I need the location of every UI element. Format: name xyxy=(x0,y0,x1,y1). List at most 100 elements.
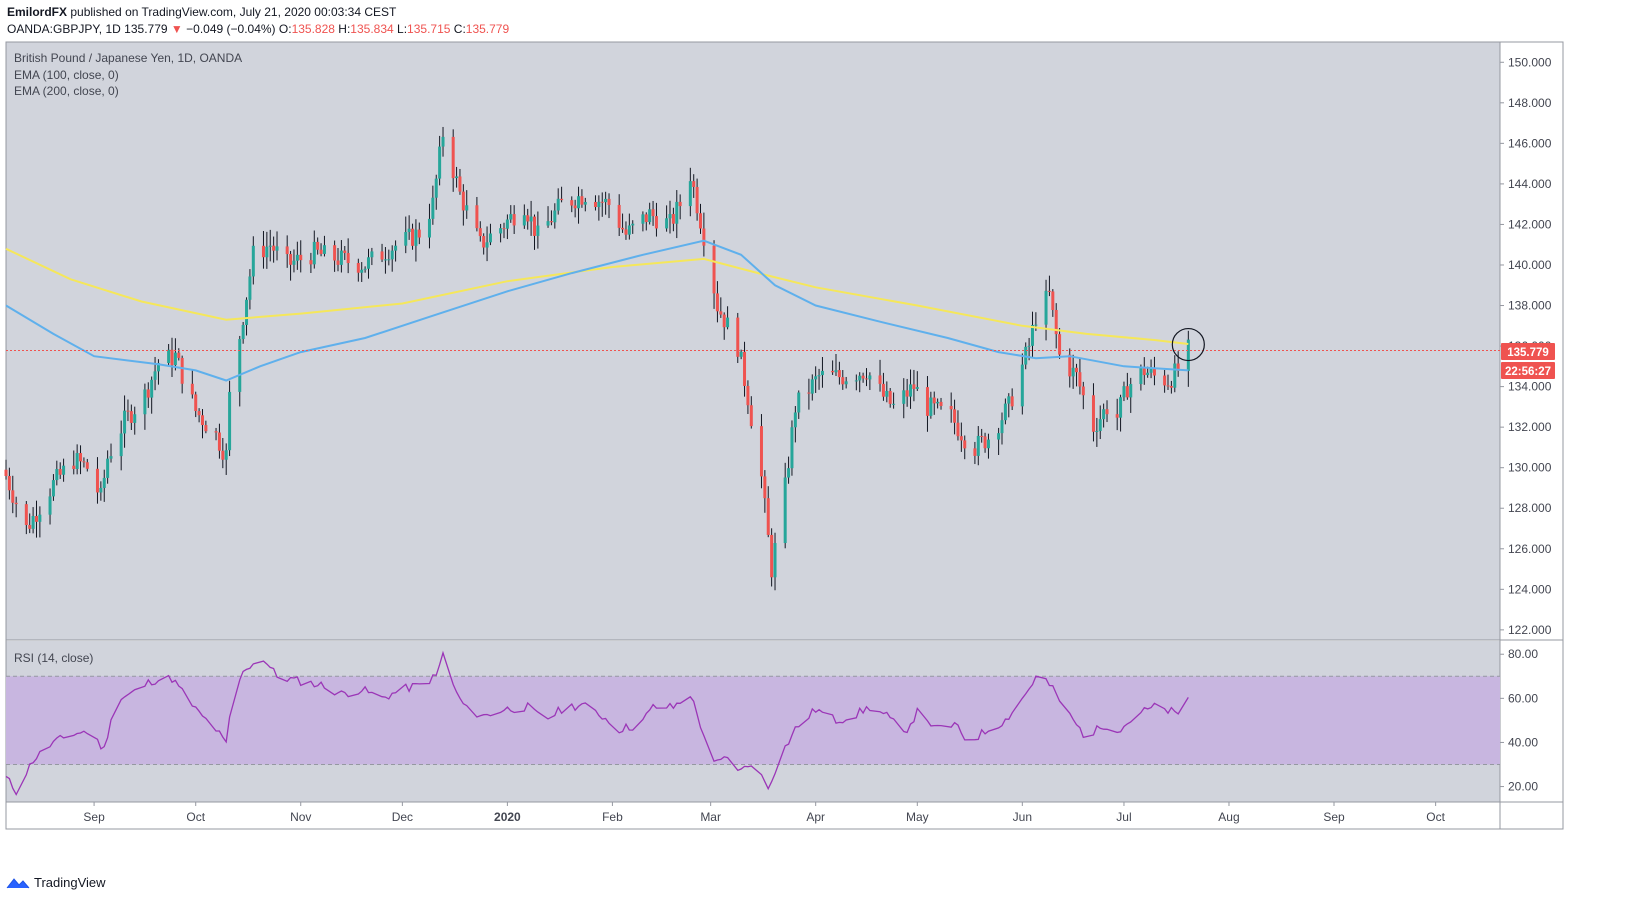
change-down-icon: ▼ xyxy=(170,22,183,36)
candle-body xyxy=(1173,363,1177,388)
candle-body xyxy=(810,379,814,394)
time-tick-label: 2020 xyxy=(494,810,521,824)
candle-body xyxy=(583,201,587,205)
candle-body xyxy=(360,269,364,273)
rsi-band xyxy=(6,676,1500,765)
candle-body xyxy=(1047,290,1051,292)
candle-body xyxy=(1152,368,1156,376)
chart-title[interactable]: British Pound / Japanese Yen, 1D, OANDA xyxy=(14,51,242,65)
candle-body xyxy=(980,435,984,437)
candle-body xyxy=(485,242,489,248)
candle-body xyxy=(156,362,160,372)
close-value: 135.779 xyxy=(465,22,510,36)
candle-body xyxy=(366,257,370,269)
candle-body xyxy=(675,201,679,224)
candle-body xyxy=(455,176,459,179)
candle-body xyxy=(482,236,486,248)
candle-body xyxy=(475,205,479,229)
candle-body xyxy=(126,410,130,412)
open-value: 135.828 xyxy=(291,22,335,36)
candle-body xyxy=(712,245,716,294)
candle-body xyxy=(34,516,38,522)
candle-body xyxy=(1125,386,1129,398)
candle-body xyxy=(14,502,18,505)
open-label: O: xyxy=(278,22,292,36)
candle-body xyxy=(228,391,232,451)
time-tick-label: Aug xyxy=(1218,810,1239,824)
candle-body xyxy=(770,534,774,578)
candle-body xyxy=(1091,395,1095,432)
candle-body xyxy=(79,453,83,462)
candle-body xyxy=(505,219,509,229)
candle-body xyxy=(85,462,89,469)
candle-body xyxy=(722,314,726,328)
time-axis[interactable]: Sep Oct Nov Dec 2020 Feb Mar Apr May Jun Jul Aug Sep… xyxy=(83,802,1446,824)
candle-body xyxy=(11,490,15,503)
candle-body xyxy=(844,381,848,385)
candle-body xyxy=(932,397,936,404)
candle-body xyxy=(143,389,147,415)
candle-body xyxy=(929,397,933,416)
candle-body xyxy=(736,317,740,357)
candle-body xyxy=(51,480,55,497)
candle-body xyxy=(502,228,506,230)
candle-body xyxy=(509,214,513,220)
candle-body xyxy=(99,487,103,493)
candle-body xyxy=(261,245,265,258)
candle-body xyxy=(1149,368,1153,373)
candle-body xyxy=(394,245,398,251)
candle-body xyxy=(217,432,221,451)
time-tick-label: Sep xyxy=(83,810,105,824)
candle-body xyxy=(939,401,943,406)
candle-body xyxy=(499,228,503,234)
candle-body xyxy=(949,405,953,410)
candle-body xyxy=(831,370,835,373)
candle-body xyxy=(864,378,868,380)
candle-body xyxy=(807,392,811,394)
price-tick-label: 134.000 xyxy=(1508,380,1552,394)
candle-body xyxy=(390,250,394,260)
rsi-axis[interactable]: 80.00 60.00 40.00 20.00 xyxy=(1500,647,1538,794)
candle-body xyxy=(245,299,249,325)
time-tick-label: Mar xyxy=(700,810,721,824)
author-name[interactable]: EmilordFX xyxy=(7,5,68,19)
candle-body xyxy=(631,223,635,226)
price-tick-label: 144.000 xyxy=(1508,177,1552,191)
candle-body xyxy=(983,436,987,449)
time-tick-label: Oct xyxy=(1426,810,1445,824)
candle-body xyxy=(363,268,367,270)
candle-body xyxy=(570,200,574,206)
rsi-tick-label: 80.00 xyxy=(1508,647,1538,661)
tradingview-logo-icon xyxy=(6,877,30,888)
candle-body xyxy=(173,352,177,366)
candle-body xyxy=(333,245,337,261)
candle-body xyxy=(627,225,631,235)
footer-brand[interactable]: TradingView xyxy=(6,875,106,890)
candle-body xyxy=(888,390,892,404)
candle-body xyxy=(912,384,916,389)
rsi-legend[interactable]: RSI (14, close) xyxy=(14,651,93,665)
candle-body xyxy=(536,225,540,236)
candle-body xyxy=(577,196,581,209)
candle-body xyxy=(251,245,255,277)
ema200-legend[interactable]: EMA (200, close, 0) xyxy=(14,84,119,98)
rsi-tick-label: 60.00 xyxy=(1508,691,1538,705)
candle-body xyxy=(739,351,743,357)
candle-body xyxy=(1176,363,1180,371)
candle-body xyxy=(1105,409,1109,415)
candle-body xyxy=(58,469,62,475)
price-tick-label: 128.000 xyxy=(1508,501,1552,515)
candle-body xyxy=(268,245,272,247)
candle-body xyxy=(322,245,326,254)
candle-body xyxy=(170,349,174,366)
candle-body xyxy=(102,477,106,488)
candle-body xyxy=(522,215,526,226)
candle-body xyxy=(356,263,360,273)
ema100-legend[interactable]: EMA (100, close, 0) xyxy=(14,68,119,82)
candle-body xyxy=(648,209,652,223)
main-pane-background xyxy=(6,42,1500,640)
candle-body xyxy=(153,371,157,380)
candle-body xyxy=(146,389,150,398)
price-tick-label: 138.000 xyxy=(1508,299,1552,313)
